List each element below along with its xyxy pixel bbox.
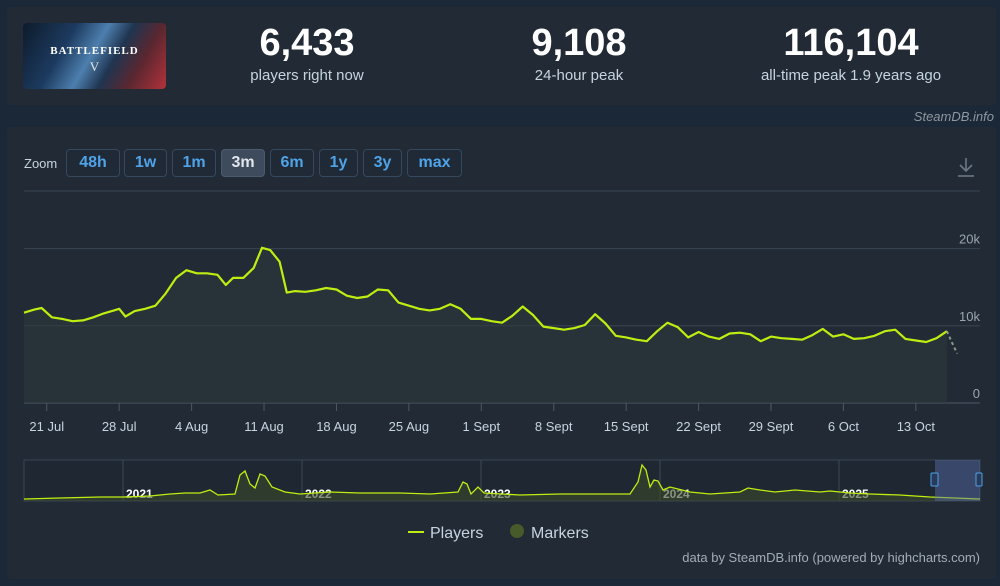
stat-value: 116,104 [783, 22, 919, 64]
stat-24h-peak: 9,108 24-hour peak [479, 21, 679, 84]
zoom-1y-button[interactable]: 1y [319, 149, 358, 177]
stat-all-time-peak: 116,104 all-time peak 1.9 years ago [745, 21, 957, 84]
zoom-3m-button[interactable]: 3m [221, 149, 265, 177]
zoom-6m-button[interactable]: 6m [270, 149, 314, 177]
stat-label: players right now [250, 67, 364, 84]
stat-label: 24-hour peak [534, 67, 624, 84]
zoom-1w-button[interactable]: 1w [124, 149, 167, 177]
stat-label: all-time peak 1.9 years ago [760, 67, 942, 84]
stat-value: 6,433 [259, 22, 355, 64]
zoom-3y-button[interactable]: 3y [363, 149, 402, 177]
chart-panel [7, 127, 996, 579]
zoom-1m-button[interactable]: 1m [172, 149, 216, 177]
footer-credit[interactable]: data by SteamDB.info (powered by highcha… [682, 550, 980, 565]
download-icon[interactable] [955, 155, 977, 179]
zoom-max-button[interactable]: max [407, 149, 462, 177]
game-logo-text: BATTLEFIELD [50, 45, 139, 57]
stats-panel: BATTLEFIELD V 6,433 players right now 9,… [7, 7, 996, 105]
game-thumbnail[interactable]: BATTLEFIELD V [23, 23, 166, 89]
game-logo-number: V [89, 59, 100, 74]
zoom-label: Zoom [24, 156, 58, 171]
stat-value: 9,108 [531, 22, 627, 64]
stat-players-now: 6,433 players right now [207, 21, 407, 84]
source-credit[interactable]: SteamDB.info [913, 109, 994, 124]
zoom-48h-button[interactable]: 48h [66, 149, 120, 177]
